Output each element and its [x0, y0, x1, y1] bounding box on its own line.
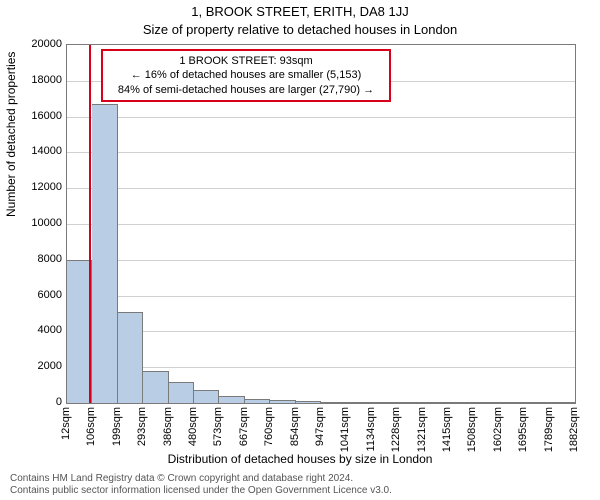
histogram-bar [423, 402, 448, 403]
histogram-bar [473, 402, 498, 403]
x-tick-label: 293sqm [136, 407, 148, 446]
histogram-bar [118, 312, 143, 403]
histogram-bar [397, 402, 422, 403]
x-axis-title: Distribution of detached houses by size … [0, 452, 600, 466]
histogram-bar [245, 399, 270, 403]
y-tick-label: 4000 [12, 324, 62, 336]
x-tick-label: 854sqm [289, 407, 301, 446]
footer: Contains HM Land Registry data © Crown c… [10, 473, 392, 496]
histogram-bar [346, 402, 371, 403]
histogram-bar [524, 402, 549, 403]
x-tick-label: 667sqm [238, 407, 250, 446]
chart-title: 1, BROOK STREET, ERITH, DA8 1JJ [0, 4, 600, 19]
x-tick-label: 1415sqm [441, 407, 453, 452]
property-marker-line [89, 45, 91, 403]
y-tick-label: 10000 [12, 217, 62, 229]
x-tick-label: 1508sqm [466, 407, 478, 452]
annotation-line: ← 16% of detached houses are smaller (5,… [111, 68, 381, 82]
gridline [67, 260, 575, 261]
histogram-bar [143, 371, 168, 403]
gridline [67, 367, 575, 368]
x-tick-label: 1134sqm [365, 407, 377, 451]
histogram-bar [372, 402, 397, 403]
y-tick-label: 8000 [12, 253, 62, 265]
histogram-bar [194, 390, 219, 403]
y-tick-label: 6000 [12, 289, 62, 301]
x-tick-label: 1041sqm [339, 407, 351, 452]
footer-line-1: Contains HM Land Registry data © Crown c… [10, 473, 392, 485]
x-tick-label: 573sqm [212, 407, 224, 446]
chart-subtitle: Size of property relative to detached ho… [0, 22, 600, 37]
annotation-line: 84% of semi-detached houses are larger (… [111, 83, 381, 97]
y-tick-label: 16000 [12, 110, 62, 122]
gridline [67, 152, 575, 153]
x-tick-label: 199sqm [111, 407, 123, 446]
x-tick-label: 386sqm [162, 407, 174, 446]
x-tick-label: 1789sqm [543, 407, 555, 452]
gridline [67, 188, 575, 189]
x-tick-label: 1695sqm [517, 407, 529, 452]
y-tick-label: 2000 [12, 360, 62, 372]
y-tick-label: 20000 [12, 38, 62, 50]
gridline [67, 331, 575, 332]
x-tick-label: 947sqm [314, 407, 326, 446]
histogram-bar [92, 104, 117, 403]
x-tick-label: 1602sqm [492, 407, 504, 452]
gridline [67, 224, 575, 225]
histogram-bar [169, 382, 194, 403]
x-tick-label: 106sqm [85, 407, 97, 446]
y-tick-label: 12000 [12, 181, 62, 193]
x-tick-label: 12sqm [60, 407, 72, 440]
plot-area: 1 BROOK STREET: 93sqm← 16% of detached h… [66, 44, 576, 404]
annotation-line: 1 BROOK STREET: 93sqm [111, 54, 381, 68]
footer-line-2: Contains public sector information licen… [10, 485, 392, 497]
y-tick-label: 18000 [12, 74, 62, 86]
histogram-bar [270, 400, 295, 403]
histogram-bar [499, 402, 524, 403]
chart-container: 1, BROOK STREET, ERITH, DA8 1JJ Size of … [0, 0, 600, 500]
histogram-bar [321, 402, 346, 403]
y-tick-label: 14000 [12, 145, 62, 157]
histogram-bar [448, 402, 473, 403]
gridline [67, 117, 575, 118]
annotation-box: 1 BROOK STREET: 93sqm← 16% of detached h… [101, 49, 391, 102]
x-tick-label: 760sqm [263, 407, 275, 446]
x-tick-label: 1882sqm [568, 407, 580, 452]
histogram-bar [296, 401, 321, 403]
y-tick-label: 0 [12, 396, 62, 408]
gridline [67, 296, 575, 297]
x-tick-label: 1321sqm [416, 407, 428, 452]
x-tick-label: 1228sqm [390, 407, 402, 452]
histogram-bar [550, 402, 575, 403]
x-tick-label: 480sqm [187, 407, 199, 446]
histogram-bar [219, 396, 244, 403]
